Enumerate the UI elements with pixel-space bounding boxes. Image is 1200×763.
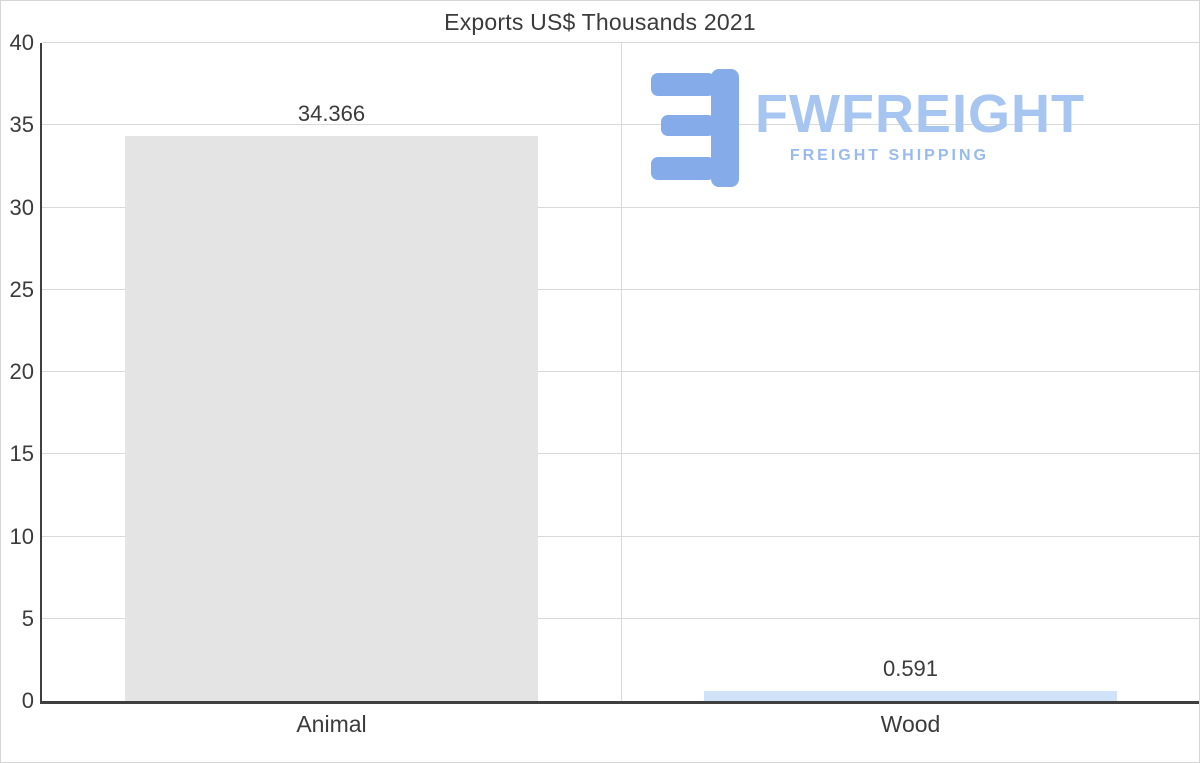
gridline <box>42 371 1199 372</box>
category-divider-gridline <box>621 43 622 701</box>
y-tick-label: 30 <box>9 194 34 220</box>
gridline <box>42 288 1199 290</box>
gridline <box>42 453 1199 455</box>
bar-wood <box>703 691 1118 701</box>
bar-cell: 0.591 <box>621 43 1199 701</box>
gridline <box>42 535 1199 537</box>
y-tick-label: 5 <box>21 605 34 631</box>
bar-animal <box>124 135 539 701</box>
x-tick-label-wood: Wood <box>880 711 941 737</box>
fwfreight-logo: FWFREIGHT FREIGHT SHIPPING <box>649 69 1085 187</box>
logo-text-wrap: FWFREIGHT FREIGHT SHIPPING <box>755 69 1085 165</box>
fwfreight-logo-icon <box>651 69 739 187</box>
y-tick-label: 0 <box>21 688 34 713</box>
bar-series: 34.366 0.591 <box>42 43 1199 701</box>
y-tick-label: 40 <box>9 30 34 55</box>
gridline <box>42 124 1199 126</box>
gridline <box>42 617 1199 619</box>
plot-area: 34.366 0.591 <box>40 42 1199 704</box>
gridline <box>42 42 1199 43</box>
logo-tagline: FREIGHT SHIPPING <box>789 147 989 164</box>
bar-cell: 34.366 <box>42 43 621 701</box>
x-axis-line <box>40 701 1199 704</box>
x-axis-labels: Animal Wood <box>42 705 1199 738</box>
y-tick-label: 35 <box>9 112 34 138</box>
y-tick-label: 10 <box>9 523 34 549</box>
y-tick-label: 15 <box>9 441 34 467</box>
bar-value-label: 0.591 <box>882 656 939 682</box>
y-tick-label: 25 <box>9 276 34 302</box>
logo-name: FWFREIGHT <box>755 84 1085 144</box>
x-tick-label-animal: Animal <box>296 711 367 737</box>
gridline <box>42 206 1199 208</box>
y-tick-label: 20 <box>9 359 34 384</box>
chart-title: Exports US$ Thousands 2021 <box>444 9 756 35</box>
y-axis-line <box>40 43 42 701</box>
y-axis-labels: 0 5 10 15 20 25 30 35 40 <box>1 30 34 713</box>
bar-value-label: 34.366 <box>297 100 366 126</box>
